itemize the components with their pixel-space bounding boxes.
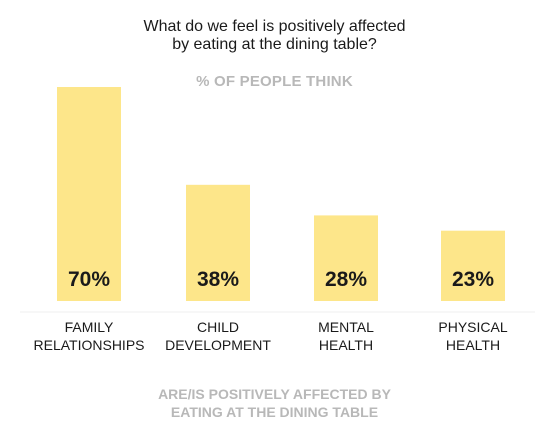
category-tick-label: PHYSICAL bbox=[438, 319, 507, 335]
bar-value-label: 28% bbox=[325, 268, 367, 291]
chart-footer-line-2: EATING AT THE DINING TABLE bbox=[170, 404, 379, 420]
category-tick-label: DEVELOPMENT bbox=[165, 337, 271, 353]
bar bbox=[186, 184, 250, 301]
bar-value-label: 70% bbox=[68, 268, 110, 291]
chart-footer: ARE/IS POSITIVELY AFFECTED BY EATING AT … bbox=[0, 385, 549, 421]
bar bbox=[57, 87, 121, 301]
chart-title-line-1: What do we feel is positively affected bbox=[143, 18, 406, 35]
chart-subtitle: % OF PEOPLE THINK bbox=[196, 73, 353, 90]
bar bbox=[314, 215, 378, 301]
category-tick-label: RELATIONSHIPS bbox=[34, 337, 145, 353]
chart-footer-line-1: ARE/IS POSITIVELY AFFECTED BY bbox=[158, 386, 391, 402]
chart-title: What do we feel is positively affected b… bbox=[0, 18, 549, 54]
bar bbox=[441, 230, 505, 301]
category-tick-label: HEALTH bbox=[446, 337, 500, 353]
bar-value-label: 23% bbox=[452, 268, 494, 291]
category-tick-label: HEALTH bbox=[319, 337, 373, 353]
bar-value-label: 38% bbox=[197, 268, 239, 291]
category-tick-label: FAMILY bbox=[65, 319, 114, 335]
category-tick-label: CHILD bbox=[197, 319, 239, 335]
chart-title-line-2: by eating at the dining table? bbox=[172, 36, 377, 53]
category-tick-label: MENTAL bbox=[318, 319, 374, 335]
